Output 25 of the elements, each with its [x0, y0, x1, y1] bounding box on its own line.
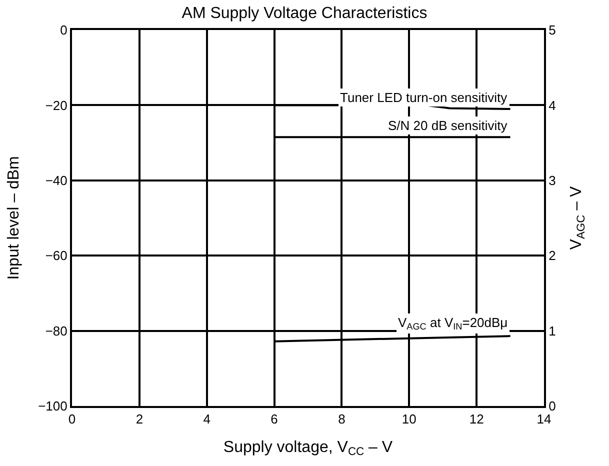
- x-tick-label: 4: [203, 412, 210, 427]
- y-tick-label: −100: [38, 398, 68, 414]
- y-tick-label: 0: [60, 22, 68, 38]
- series-label: V$_{AGC}$ at V$_{IN}$=20dBμ: [398, 315, 508, 332]
- y2-tick-label: 2: [548, 248, 556, 264]
- y2-tick-label: 0: [548, 398, 556, 414]
- chart-title: AM Supply Voltage Characteristics: [182, 5, 428, 22]
- x-tick-label: 2: [136, 412, 144, 427]
- y-tick-label: −20: [45, 98, 68, 113]
- y-axis-title: Input level – dBm: [6, 156, 23, 280]
- x-tick-label: 14: [536, 412, 552, 427]
- y2-tick-label: 3: [548, 172, 556, 188]
- x-tick-label: 8: [338, 412, 346, 427]
- y2-tick-label: 1: [548, 323, 556, 338]
- y-tick-label: −80: [45, 323, 68, 338]
- x-tick-label: 6: [270, 412, 278, 427]
- y2-tick-label: 4: [548, 98, 556, 113]
- y2-tick-label: 5: [548, 22, 556, 38]
- series-label: S/N 20 dB sensitivity: [388, 118, 508, 133]
- x-tick-label: 10: [402, 412, 416, 427]
- y-tick-label: −60: [45, 248, 68, 264]
- series-label: Tuner LED turn-on sensitivity: [340, 90, 508, 105]
- x-axis-title: Supply voltage, V$_{CC}$ – V: [223, 438, 393, 458]
- x-tick-label: 12: [469, 412, 484, 427]
- y-tick-label: −40: [45, 172, 68, 188]
